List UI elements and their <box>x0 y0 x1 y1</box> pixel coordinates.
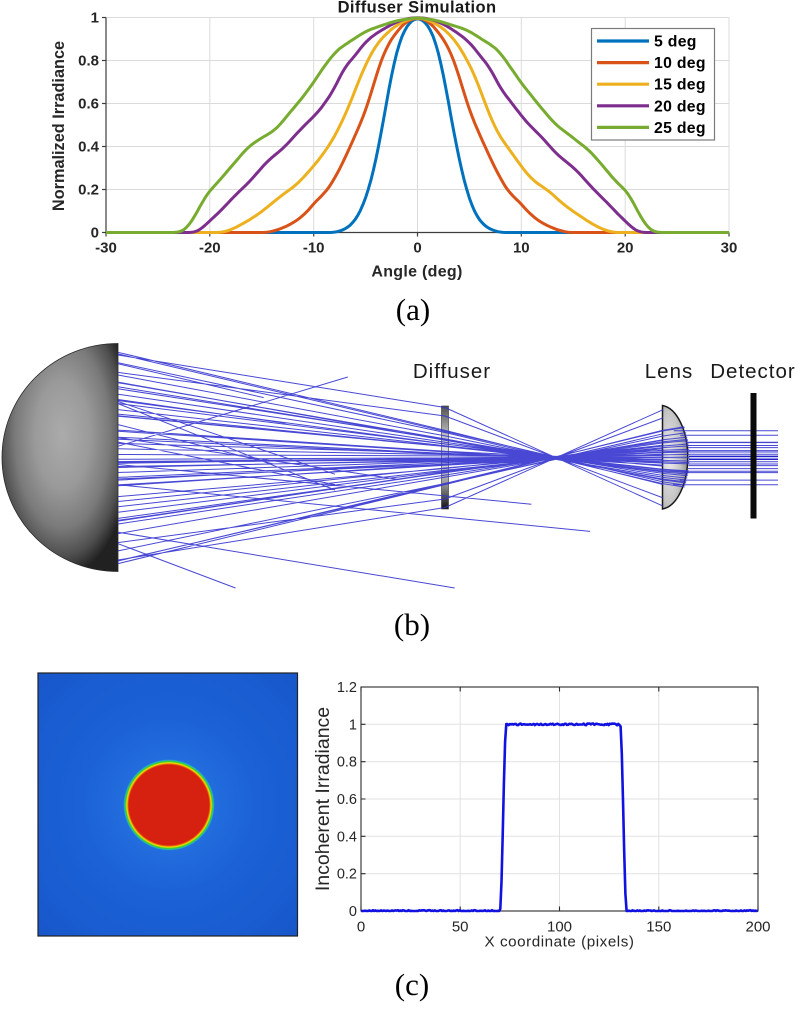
svg-text:0.4: 0.4 <box>78 139 100 156</box>
svg-text:Diffuser: Diffuser <box>413 360 491 383</box>
svg-text:10: 10 <box>513 240 530 257</box>
svg-text:1: 1 <box>91 10 99 27</box>
svg-text:X coordinate (pixels): X coordinate (pixels) <box>485 934 635 951</box>
svg-text:0: 0 <box>349 904 357 920</box>
svg-text:50: 50 <box>452 919 469 936</box>
svg-text:Normalized Irradiance: Normalized Irradiance <box>50 41 68 211</box>
svg-text:0.8: 0.8 <box>78 53 99 70</box>
svg-text:25 deg: 25 deg <box>654 120 706 137</box>
svg-text:Angle (deg): Angle (deg) <box>371 264 462 281</box>
svg-text:100: 100 <box>547 919 572 936</box>
svg-text:1.2: 1.2 <box>337 680 357 696</box>
svg-text:0.6: 0.6 <box>337 792 357 808</box>
svg-text:(b): (b) <box>394 607 430 642</box>
svg-text:200: 200 <box>745 919 770 936</box>
svg-text:Lens: Lens <box>645 360 693 383</box>
svg-text:150: 150 <box>646 919 671 936</box>
svg-text:0.2: 0.2 <box>78 182 99 199</box>
svg-text:0.8: 0.8 <box>337 755 357 771</box>
svg-text:0.4: 0.4 <box>337 829 357 845</box>
svg-text:0.6: 0.6 <box>78 96 99 113</box>
svg-text:Diffuser Simulation: Diffuser Simulation <box>338 0 497 17</box>
svg-text:(c): (c) <box>395 967 429 1002</box>
svg-text:0.2: 0.2 <box>337 867 357 883</box>
svg-text:30: 30 <box>721 240 738 257</box>
svg-text:-10: -10 <box>303 240 325 257</box>
svg-text:Incoherent Irradiance: Incoherent Irradiance <box>312 707 334 891</box>
svg-text:0: 0 <box>91 225 99 242</box>
svg-text:(a): (a) <box>396 292 430 327</box>
svg-text:-30: -30 <box>95 240 117 257</box>
svg-text:5 deg: 5 deg <box>654 34 697 51</box>
svg-text:20 deg: 20 deg <box>654 98 706 115</box>
svg-text:10 deg: 10 deg <box>654 55 706 72</box>
svg-text:15 deg: 15 deg <box>654 77 706 94</box>
svg-text:1: 1 <box>349 717 357 733</box>
svg-text:0: 0 <box>413 240 421 257</box>
svg-text:0: 0 <box>357 919 365 936</box>
svg-text:Detector: Detector <box>710 360 795 383</box>
svg-text:20: 20 <box>617 240 634 257</box>
svg-text:-20: -20 <box>199 240 221 257</box>
